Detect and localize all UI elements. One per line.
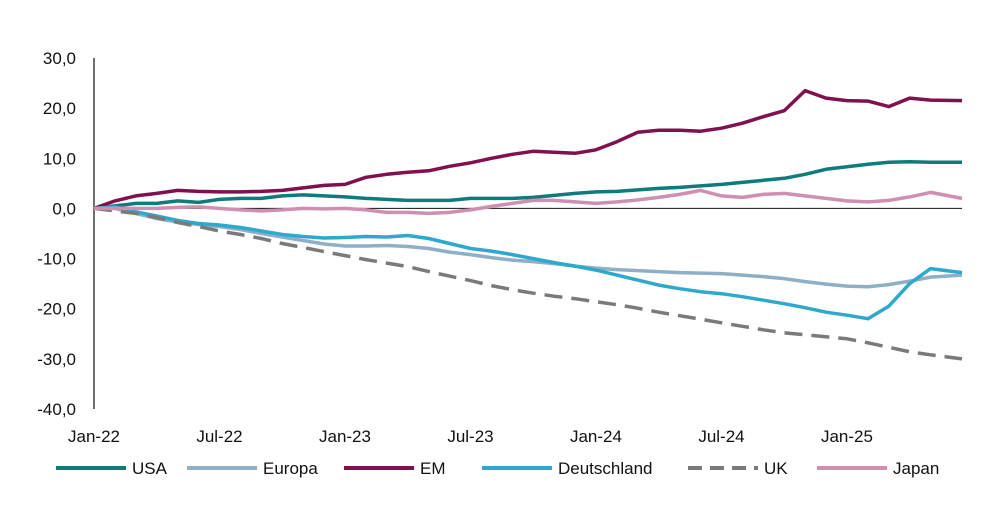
legend: USA Europa EM Deutschland UK Japan	[56, 459, 939, 478]
y-tick-label: -20,0	[37, 300, 76, 319]
x-tick-label: Jul-23	[447, 427, 493, 446]
y-tick-label: 20,0	[43, 99, 76, 118]
series-line-uk	[93, 206, 963, 361]
legend-label-uk: UK	[764, 459, 788, 478]
series-line-usa	[93, 160, 962, 211]
x-tick-label: Jan-23	[319, 427, 371, 446]
series-line-em	[93, 88, 963, 211]
y-tick-label: -30,0	[37, 350, 76, 369]
series-line-deutschland	[93, 205, 963, 321]
y-axis-ticks: 30,0 20,0 10,0 0,0 -10,0 -20,0 -30,0 -40,0	[37, 49, 76, 419]
x-tick-label: Jan-25	[821, 427, 873, 446]
y-tick-label: 0,0	[52, 199, 76, 218]
x-axis-ticks: Jan-22 Jul-22 Jan-23 Jul-23 Jan-24 Jul-24 Jan-…	[68, 427, 873, 446]
series-line-japan	[94, 188, 963, 216]
x-tick-label: Jan-22	[68, 427, 120, 446]
y-tick-label: 10,0	[43, 149, 76, 168]
series-line-europa	[94, 206, 963, 289]
series-lines	[93, 88, 963, 361]
legend-label-japan: Japan	[893, 459, 939, 478]
x-tick-label: Jan-24	[570, 427, 622, 446]
x-tick-label: Jul-24	[698, 427, 744, 446]
y-tick-label: -40,0	[37, 400, 76, 419]
legend-label-usa: USA	[132, 459, 168, 478]
y-tick-label: -10,0	[37, 250, 76, 269]
legend-label-deutschland: Deutschland	[558, 459, 653, 478]
legend-label-europa: Europa	[263, 459, 318, 478]
y-tick-label: 30,0	[43, 49, 76, 68]
legend-label-em: EM	[420, 459, 446, 478]
x-tick-label: Jul-22	[196, 427, 242, 446]
